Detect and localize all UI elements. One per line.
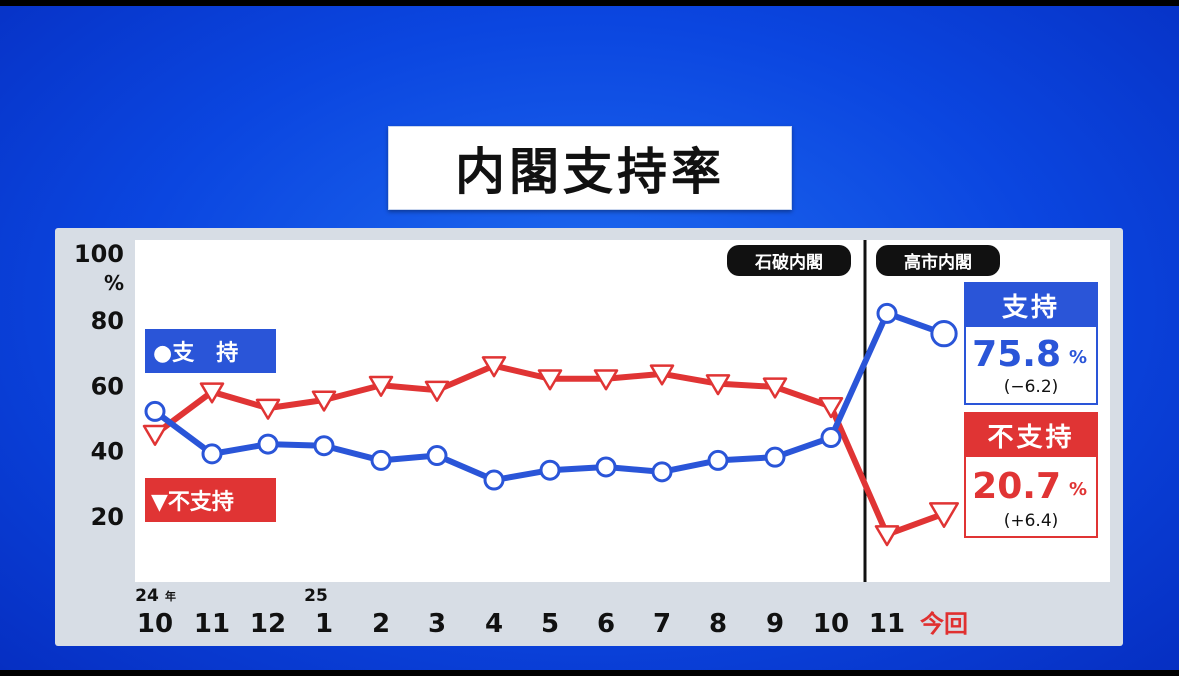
nonsupport-point [818, 397, 844, 419]
x-tick-label: 11 [194, 609, 230, 639]
x-tick-label: 9 [766, 609, 784, 639]
nonsupport-point [874, 525, 900, 547]
support-legend-box [145, 329, 276, 373]
support-point [764, 446, 786, 468]
nonsupport-point [311, 390, 337, 412]
nonsupport-point [537, 369, 563, 391]
nonsupport-legend-label: ▼不支持 [151, 490, 234, 515]
nonsupport-point [199, 382, 225, 404]
year-marker: 24 [135, 586, 159, 606]
support-point [426, 445, 448, 467]
support-point [876, 302, 898, 324]
nonsupport-legend-box [145, 478, 276, 522]
y-tick-label: 100 [74, 240, 124, 268]
support-point [144, 400, 166, 422]
x-tick-label: 7 [653, 609, 671, 639]
support-result-diff: (−6.2) [1004, 377, 1059, 397]
era-badge [876, 245, 1000, 276]
y-tick-label: 80 [91, 307, 124, 335]
nonsupport-point [762, 377, 788, 399]
support-point [539, 459, 561, 481]
nonsupport-point [368, 375, 394, 397]
chart-title: 内閣支持率 [455, 143, 725, 201]
x-tick-label: 6 [597, 609, 615, 639]
x-tick-label: 3 [428, 609, 446, 639]
era-badge [727, 245, 851, 276]
x-tick-label: 2 [372, 609, 390, 639]
nonsupport-point [929, 502, 959, 528]
era-label: 石破内閣 [754, 252, 823, 273]
era-label: 高市内閣 [904, 252, 972, 273]
support-legend-label: ●支 持 [153, 341, 238, 366]
year-marker-suffix: 年 [165, 589, 176, 603]
nonsupport-point [255, 398, 281, 420]
year-marker: 25 [304, 586, 328, 606]
x-tick-label: 11 [869, 609, 905, 639]
support-point [370, 449, 392, 471]
x-tick-label: 12 [250, 609, 286, 639]
nonsupport-result-diff: (+6.4) [1004, 511, 1059, 531]
nonsupport-result-header [965, 413, 1097, 457]
nonsupport-point [649, 364, 675, 386]
nonsupport-result-value: 20.7 [972, 466, 1061, 507]
y-unit-label: % [104, 271, 124, 295]
nonsupport-point [481, 356, 507, 378]
x-tick-label-current: 今回 [920, 610, 968, 638]
x-tick-label: 8 [709, 609, 727, 639]
x-tick-label: 10 [137, 609, 173, 639]
support-result-unit: % [1069, 347, 1087, 368]
x-tick-label: 4 [485, 609, 503, 639]
support-point [651, 461, 673, 483]
support-point [930, 320, 958, 348]
nonsupport-point [593, 369, 619, 391]
x-tick-label: 1 [315, 609, 333, 639]
support-point [201, 443, 223, 465]
support-result-value: 75.8 [972, 334, 1061, 375]
support-point [483, 469, 505, 491]
support-point [820, 427, 842, 449]
support-point [595, 456, 617, 478]
support-result-label: 支持 [1002, 293, 1060, 323]
title-box: 内閣支持率 [388, 126, 792, 210]
y-tick-label: 20 [91, 503, 124, 531]
support-point [257, 433, 279, 455]
nonsupport-result-label: 不支持 [987, 423, 1074, 453]
support-result-header [965, 283, 1097, 327]
nonsupport-result-unit: % [1069, 479, 1087, 500]
nonsupport-point [705, 374, 731, 396]
support-point [707, 449, 729, 471]
x-tick-label: 5 [541, 609, 559, 639]
support-point [313, 435, 335, 457]
nonsupport-point [424, 380, 450, 402]
y-tick-label: 60 [91, 372, 124, 400]
nonsupport-point [142, 424, 168, 446]
x-tick-label: 10 [813, 609, 849, 639]
plot-area [135, 240, 1110, 582]
y-tick-label: 40 [91, 438, 124, 466]
